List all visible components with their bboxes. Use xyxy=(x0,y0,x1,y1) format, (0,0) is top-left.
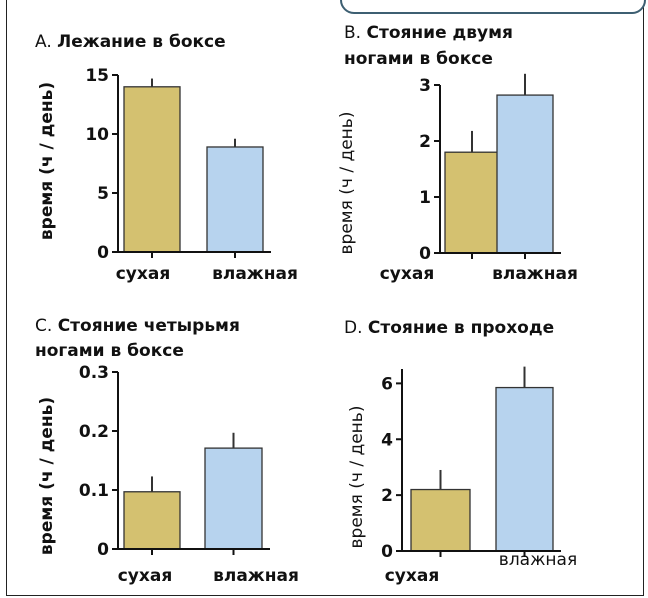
y-tick-label: 10 xyxy=(85,125,109,145)
panel-letter: D. xyxy=(344,318,368,338)
y-tick-label: 0 xyxy=(97,243,109,263)
panel-d: D. Стояние в проходе 0 2 4 6 сухая влажная врем… xyxy=(344,318,577,586)
y-tick-label: 0.2 xyxy=(79,422,109,442)
y-axis-label: время (ч / день) xyxy=(37,82,57,240)
panel-letter: B. xyxy=(344,23,366,43)
y-tick-label: 2 xyxy=(419,132,431,152)
panel-title: A. Лежание в боксе xyxy=(35,32,226,52)
y-tick-label: 2 xyxy=(381,486,393,506)
panel-title: B. Стояние двумя xyxy=(344,23,513,43)
y-tick-label: 0 xyxy=(97,540,109,560)
x-category-label: влажная xyxy=(499,550,577,570)
y-tick-label: 0.3 xyxy=(79,363,109,383)
figure-frame xyxy=(6,0,644,596)
bar-dry xyxy=(123,86,181,253)
y-tick-label: 1 xyxy=(419,188,431,208)
y-tick-label: 0 xyxy=(381,542,393,562)
panel-title-text: Лежание в боксе xyxy=(57,32,226,52)
bar-wet xyxy=(496,94,554,254)
panel-letter: A. xyxy=(35,32,57,52)
y-axis-label: время (ч / день) xyxy=(337,112,357,255)
y-axis-label: время (ч / день) xyxy=(347,406,367,549)
bar-wet xyxy=(204,447,263,550)
panel-letter: C. xyxy=(35,316,58,336)
y-tick-label: 6 xyxy=(381,374,393,394)
y-tick-label: 5 xyxy=(97,184,109,204)
y-tick-label: 0 xyxy=(419,244,431,264)
panel-b: B. Стояние двумя ногами в боксе 0 1 2 3 сухая в… xyxy=(337,23,578,284)
panel-a: A. Лежание в боксе 0 5 10 15 сухая влажная врем… xyxy=(35,32,298,284)
x-category-label: влажная xyxy=(492,264,578,284)
y-tick-label: 3 xyxy=(419,76,431,96)
bar-dry xyxy=(123,491,181,550)
bar-wet xyxy=(495,386,554,552)
bar-dry xyxy=(444,151,500,254)
panel-title: C. Стояние четырьмя xyxy=(35,316,240,336)
x-category-label: сухая xyxy=(118,566,173,586)
y-tick-label: 15 xyxy=(85,66,109,86)
panel-title-text: Стояние в проходе xyxy=(368,318,554,338)
y-axis-label: время (ч / день) xyxy=(37,397,57,555)
x-category-label: влажная xyxy=(212,264,298,284)
x-category-label: сухая xyxy=(380,264,435,284)
x-category-label: сухая xyxy=(385,566,440,586)
y-tick-label: 4 xyxy=(381,430,393,450)
x-category-label: сухая xyxy=(116,264,171,284)
panel-title-text: Стояние четырьмя xyxy=(58,316,240,336)
bar-dry xyxy=(410,488,471,552)
panel-title: ногами в боксе xyxy=(344,49,493,69)
x-category-label: влажная xyxy=(213,566,299,586)
y-tick-label: 0.1 xyxy=(79,481,109,501)
bar-wet xyxy=(206,146,264,253)
panel-title: ногами в боксе xyxy=(35,341,184,361)
panel-c: C. Стояние четырьмя ногами в боксе 0 0.1 0.2… xyxy=(35,316,299,586)
panel-title: D. Стояние в проходе xyxy=(344,318,554,338)
panel-title-text: Стояние двумя xyxy=(366,23,512,43)
